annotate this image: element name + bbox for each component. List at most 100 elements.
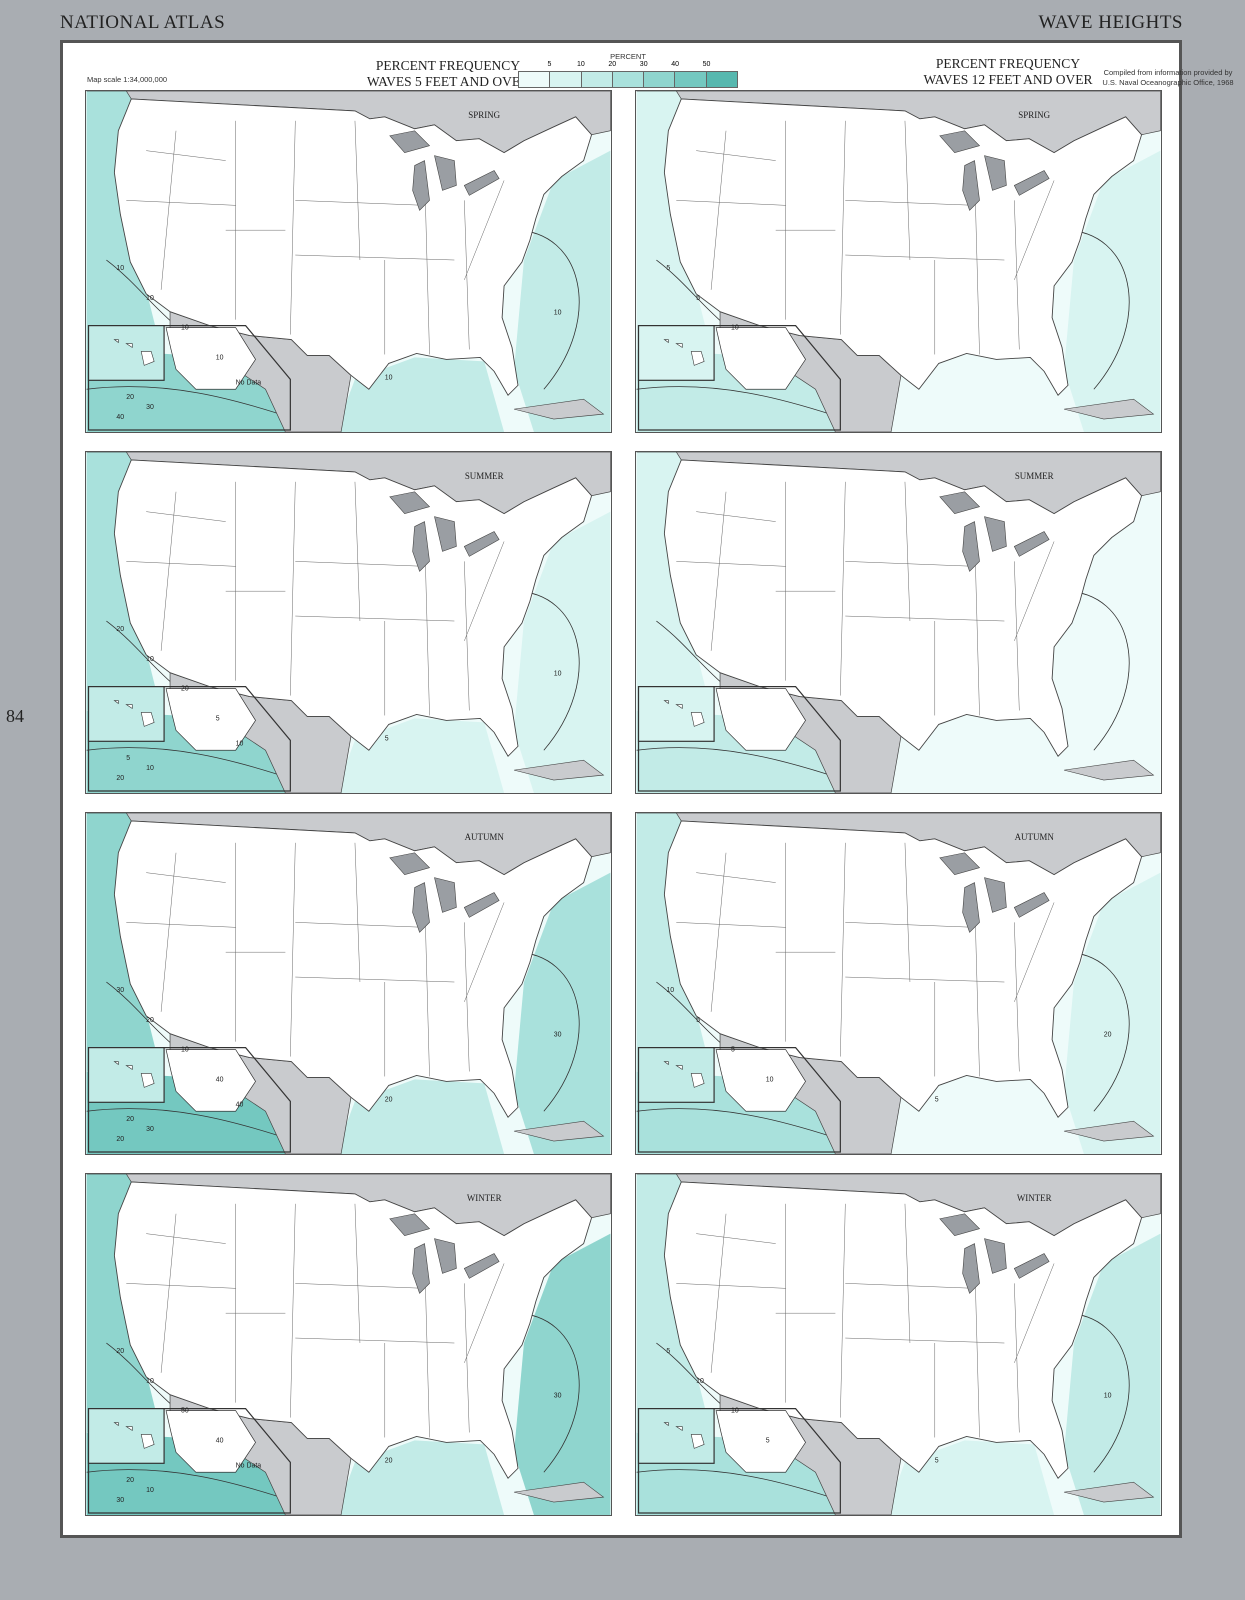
- atlantic-zone: [1064, 872, 1161, 1154]
- cuba: [513, 398, 605, 420]
- contour-label: 30: [146, 1126, 154, 1133]
- map-panel-5ft-summer: SUMMER 20 10 20 5 10 5 5 10 20 10: [85, 451, 612, 794]
- hawaii: [113, 1061, 155, 1088]
- contour-label: 30: [554, 1032, 562, 1039]
- contour-label: 5: [935, 1096, 939, 1103]
- map-sheet: Map scale 1:34,000,000 PERCENT FREQUENCY…: [60, 40, 1234, 1538]
- section-title: WAVE HEIGHTS: [1038, 12, 1183, 33]
- contour-label: 5: [696, 1017, 700, 1024]
- column-title-12ft: PERCENT FREQUENCY WAVES 12 FEET AND OVER: [823, 56, 1193, 88]
- cuba: [1063, 1481, 1155, 1503]
- legend-title: PERCENT: [610, 52, 646, 61]
- contour-label: 20: [1104, 1032, 1112, 1039]
- percent-legend: PERCENT 5 10 20 30 40 50: [518, 52, 738, 88]
- season-label: SUMMER: [1015, 471, 1054, 481]
- contour-label: 30: [554, 1393, 562, 1400]
- contour-label: 10: [146, 656, 154, 663]
- alaska-inset-frame: [637, 1408, 841, 1514]
- alaska-inset-frame: [87, 1047, 291, 1153]
- contour-label: 20: [385, 1457, 393, 1464]
- cuba: [513, 1481, 605, 1503]
- legend-swatch: [675, 72, 707, 87]
- contour-label: 20: [126, 1116, 134, 1123]
- map-panel-12ft-spring: SPRING 5 5 10: [635, 90, 1162, 433]
- alaska-inset-frame: [87, 325, 291, 431]
- contour-label: 10: [216, 354, 224, 361]
- contour-label: 30: [146, 404, 154, 411]
- column-title-5ft: PERCENT FREQUENCY WAVES 5 FEET AND OVER: [263, 58, 633, 90]
- hawaii: [663, 700, 705, 727]
- atlantic-zone: [1064, 150, 1161, 432]
- contour-label: No Data: [236, 1462, 262, 1469]
- great-lakes: [939, 130, 1050, 211]
- contour-label: 5: [696, 295, 700, 302]
- contour-line: [86, 747, 296, 781]
- cuba: [513, 1120, 605, 1142]
- contour-label: 5: [385, 735, 389, 742]
- great-lakes: [389, 130, 500, 211]
- title-line: WAVES 5 FEET AND OVER: [366, 74, 530, 89]
- contour-label: 10: [146, 1487, 154, 1494]
- great-lakes: [939, 852, 1050, 933]
- contour-label: 10: [696, 1378, 704, 1385]
- map-scale: Map scale 1:34,000,000: [87, 75, 168, 84]
- credit-line: Compiled from information provided by: [1103, 68, 1233, 77]
- alaska: [165, 688, 256, 751]
- hawaii: [113, 1422, 155, 1449]
- map-panel-12ft-winter: WINTER 5 10 10 5 10 5: [635, 1173, 1162, 1516]
- state-boundaries: [126, 120, 505, 355]
- hawaii: [663, 1061, 705, 1088]
- title-line: PERCENT FREQUENCY: [375, 58, 521, 73]
- hawaii-inset: [637, 1408, 715, 1464]
- contour-label: 10: [236, 740, 244, 747]
- contour-label: 5: [216, 715, 220, 722]
- contour-label: 40: [216, 1076, 224, 1083]
- hawaii-inset: [637, 1047, 715, 1103]
- great-lakes: [389, 491, 500, 572]
- state-boundaries: [126, 481, 505, 716]
- legend-swatch: [612, 72, 645, 87]
- hawaii: [113, 339, 155, 366]
- contour-line: [1064, 229, 1130, 390]
- contour-line: [636, 386, 846, 420]
- state-boundaries: [126, 1203, 505, 1438]
- map-panel-5ft-autumn: AUTUMN 30 20 10 40 30 20 20 30 20 40: [85, 812, 612, 1155]
- contour-label: 20: [126, 394, 134, 401]
- map-panel-5ft-spring: SPRING 10 10 10 10 10 10 20 30 40 No Data: [85, 90, 612, 433]
- contour-line: [1064, 590, 1130, 751]
- season-label: WINTER: [467, 1193, 502, 1203]
- contour-line: [514, 229, 580, 390]
- hawaii-inset: [87, 325, 165, 381]
- contour-label: 5: [666, 1348, 670, 1355]
- great-lakes: [939, 491, 1050, 572]
- state-boundaries: [676, 842, 1055, 1077]
- legend-swatch: [644, 72, 676, 87]
- contour-line: [86, 386, 296, 420]
- legend-swatch: [550, 72, 582, 87]
- contour-label: 50: [181, 1408, 189, 1415]
- alaska: [715, 327, 806, 390]
- contour-label: 40: [116, 414, 124, 421]
- atlantic-zone: [514, 872, 611, 1154]
- source-credit: Compiled from information provided by U.…: [1093, 68, 1243, 88]
- legend-swatch: [706, 72, 737, 87]
- season-label: AUTUMN: [465, 832, 505, 842]
- season-label: SPRING: [1018, 110, 1050, 120]
- alaska: [715, 688, 806, 751]
- contour-label: 20: [385, 1096, 393, 1103]
- contour-label: 10: [666, 987, 674, 994]
- alaska: [165, 1410, 256, 1473]
- contour-label: 10: [731, 325, 739, 332]
- contour-label: 10: [116, 265, 124, 272]
- hawaii-inset: [637, 325, 715, 381]
- great-lakes: [389, 1213, 500, 1294]
- legend-tick: 30: [639, 61, 648, 68]
- contour-label: 20: [116, 1348, 124, 1355]
- atlantic-zone: [514, 150, 611, 432]
- map-panel-12ft-summer: SUMMER: [635, 451, 1162, 794]
- contour-label: 10: [1104, 1393, 1112, 1400]
- state-boundaries: [676, 120, 1055, 355]
- season-label: SUMMER: [465, 471, 504, 481]
- contour-label: 10: [146, 295, 154, 302]
- state-boundaries: [676, 1203, 1055, 1438]
